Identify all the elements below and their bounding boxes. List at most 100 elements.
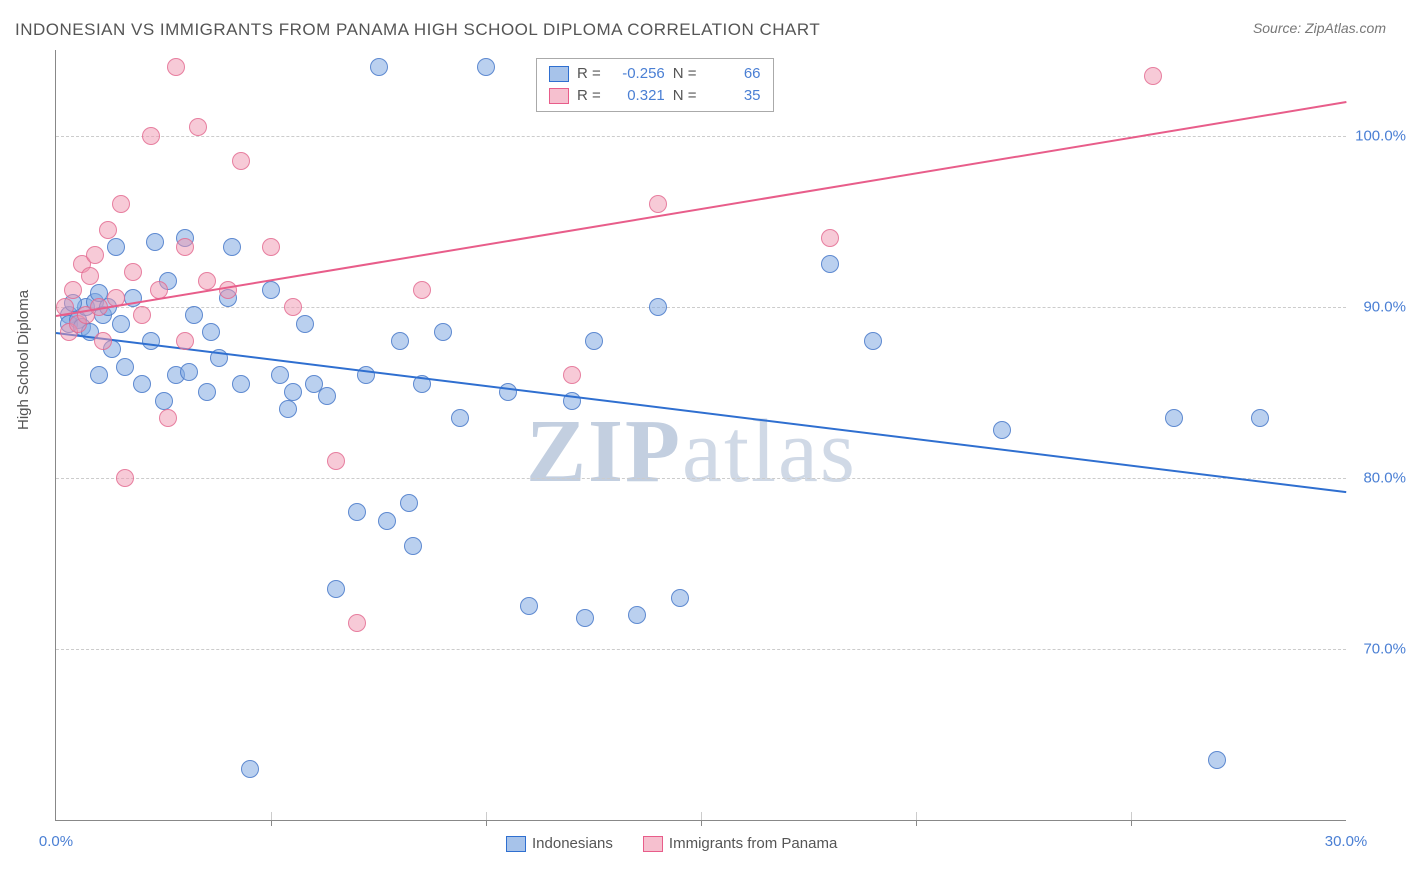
chart-area: ZIPatlas R = -0.256 N = 66 R = 0.321 N =… xyxy=(55,50,1346,821)
scatter-point xyxy=(434,323,452,341)
scatter-point xyxy=(477,58,495,76)
scatter-point xyxy=(64,281,82,299)
scatter-point xyxy=(241,760,259,778)
scatter-point xyxy=(180,363,198,381)
scatter-point xyxy=(864,332,882,350)
scatter-point xyxy=(146,233,164,251)
scatter-point xyxy=(348,503,366,521)
scatter-point xyxy=(86,246,104,264)
swatch-blue-icon xyxy=(506,836,526,852)
chart-title: INDONESIAN VS IMMIGRANTS FROM PANAMA HIG… xyxy=(15,20,820,40)
legend-n-value-2: 35 xyxy=(705,85,761,107)
scatter-point xyxy=(327,580,345,598)
scatter-point xyxy=(284,298,302,316)
scatter-point xyxy=(159,409,177,427)
trend-line xyxy=(56,332,1346,493)
scatter-point xyxy=(279,400,297,418)
scatter-point xyxy=(198,272,216,290)
legend-r-label: R = xyxy=(577,63,601,85)
scatter-point xyxy=(262,238,280,256)
scatter-point xyxy=(821,229,839,247)
legend-item-1: Indonesians xyxy=(506,835,613,852)
x-tick-mark xyxy=(701,820,702,826)
scatter-point xyxy=(391,332,409,350)
watermark-bold: ZIP xyxy=(526,402,682,501)
x-tick-mark xyxy=(486,820,487,826)
legend-row-1: R = -0.256 N = 66 xyxy=(549,63,761,85)
legend-n-label-2: N = xyxy=(673,85,697,107)
source-label: Source: ZipAtlas.com xyxy=(1253,20,1386,36)
scatter-point xyxy=(413,281,431,299)
scatter-point xyxy=(1208,751,1226,769)
scatter-point xyxy=(284,383,302,401)
scatter-point xyxy=(189,118,207,136)
scatter-point xyxy=(99,221,117,239)
scatter-point xyxy=(296,315,314,333)
scatter-point xyxy=(671,589,689,607)
scatter-point xyxy=(142,332,160,350)
scatter-point xyxy=(94,332,112,350)
scatter-point xyxy=(167,58,185,76)
scatter-point xyxy=(232,375,250,393)
scatter-point xyxy=(176,238,194,256)
scatter-point xyxy=(155,392,173,410)
scatter-point xyxy=(318,387,336,405)
grid-line-h xyxy=(56,307,1346,308)
scatter-point xyxy=(370,58,388,76)
scatter-point xyxy=(649,195,667,213)
grid-line-h xyxy=(56,136,1346,137)
scatter-point xyxy=(202,323,220,341)
scatter-point xyxy=(1165,409,1183,427)
scatter-point xyxy=(116,469,134,487)
x-tick-mark xyxy=(1131,820,1132,826)
scatter-point xyxy=(520,597,538,615)
scatter-point xyxy=(219,281,237,299)
y-axis-label: High School Diploma xyxy=(15,290,32,430)
scatter-point xyxy=(451,409,469,427)
scatter-point xyxy=(124,263,142,281)
scatter-point xyxy=(563,366,581,384)
scatter-point xyxy=(133,375,151,393)
legend-swatch-blue-icon xyxy=(549,66,569,82)
scatter-point xyxy=(576,609,594,627)
grid-line-h xyxy=(56,478,1346,479)
scatter-point xyxy=(223,238,241,256)
trend-line xyxy=(56,101,1346,317)
scatter-point xyxy=(116,358,134,376)
scatter-point xyxy=(185,306,203,324)
scatter-point xyxy=(81,267,99,285)
scatter-point xyxy=(1251,409,1269,427)
scatter-point xyxy=(107,238,125,256)
swatch-pink-icon xyxy=(643,836,663,852)
x-tick-label: 30.0% xyxy=(1325,833,1368,850)
legend-series-2: Immigrants from Panama xyxy=(669,835,837,852)
scatter-point xyxy=(404,537,422,555)
watermark-rest: atlas xyxy=(682,402,857,501)
x-tick-mark xyxy=(271,820,272,826)
scatter-point xyxy=(628,606,646,624)
scatter-point xyxy=(198,383,216,401)
scatter-point xyxy=(112,195,130,213)
legend-item-2: Immigrants from Panama xyxy=(643,835,837,852)
scatter-point xyxy=(585,332,603,350)
scatter-point xyxy=(176,332,194,350)
legend-n-value-1: 66 xyxy=(705,63,761,85)
scatter-point xyxy=(499,383,517,401)
scatter-point xyxy=(348,614,366,632)
x-tick-mark xyxy=(916,820,917,826)
scatter-point xyxy=(90,366,108,384)
scatter-point xyxy=(133,306,151,324)
legend-row-2: R = 0.321 N = 35 xyxy=(549,85,761,107)
scatter-point xyxy=(649,298,667,316)
grid-line-h xyxy=(56,649,1346,650)
legend-r-value-2: 0.321 xyxy=(609,85,665,107)
scatter-point xyxy=(993,421,1011,439)
y-tick-label: 90.0% xyxy=(1363,298,1406,315)
legend-r-label-2: R = xyxy=(577,85,601,107)
scatter-point xyxy=(378,512,396,530)
y-tick-label: 100.0% xyxy=(1355,127,1406,144)
scatter-point xyxy=(821,255,839,273)
y-tick-label: 80.0% xyxy=(1363,469,1406,486)
legend-swatch-pink-icon xyxy=(549,88,569,104)
series-legend: Indonesians Immigrants from Panama xyxy=(506,835,837,852)
